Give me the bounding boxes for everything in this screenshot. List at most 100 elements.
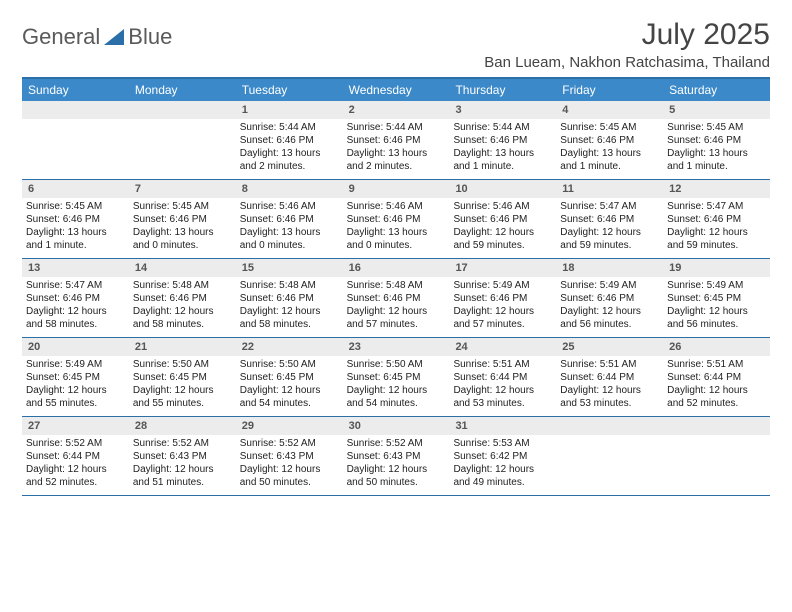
week-row: 6Sunrise: 5:45 AMSunset: 6:46 PMDaylight… [22, 180, 770, 259]
day-header: Thursday [449, 79, 556, 101]
sunset-text: Sunset: 6:46 PM [240, 134, 339, 147]
day-number: 12 [663, 180, 770, 198]
logo: General Blue [22, 24, 172, 50]
daylight-text: Daylight: 13 hours and 1 minute. [667, 147, 766, 173]
day-body: Sunrise: 5:51 AMSunset: 6:44 PMDaylight:… [663, 356, 770, 414]
day-number: 8 [236, 180, 343, 198]
day-number: 27 [22, 417, 129, 435]
day-number-empty [129, 101, 236, 119]
day-number: 11 [556, 180, 663, 198]
day-cell: 16Sunrise: 5:48 AMSunset: 6:46 PMDayligh… [343, 259, 450, 337]
day-cell [663, 417, 770, 495]
sunrise-text: Sunrise: 5:51 AM [560, 358, 659, 371]
day-cell: 29Sunrise: 5:52 AMSunset: 6:43 PMDayligh… [236, 417, 343, 495]
day-cell: 25Sunrise: 5:51 AMSunset: 6:44 PMDayligh… [556, 338, 663, 416]
sunset-text: Sunset: 6:44 PM [26, 450, 125, 463]
day-body: Sunrise: 5:51 AMSunset: 6:44 PMDaylight:… [556, 356, 663, 414]
daylight-text: Daylight: 13 hours and 1 minute. [453, 147, 552, 173]
daylight-text: Daylight: 12 hours and 50 minutes. [240, 463, 339, 489]
sunrise-text: Sunrise: 5:45 AM [26, 200, 125, 213]
daylight-text: Daylight: 13 hours and 1 minute. [560, 147, 659, 173]
daylight-text: Daylight: 12 hours and 51 minutes. [133, 463, 232, 489]
day-cell: 20Sunrise: 5:49 AMSunset: 6:45 PMDayligh… [22, 338, 129, 416]
sunset-text: Sunset: 6:44 PM [560, 371, 659, 384]
day-cell: 11Sunrise: 5:47 AMSunset: 6:46 PMDayligh… [556, 180, 663, 258]
day-cell: 21Sunrise: 5:50 AMSunset: 6:45 PMDayligh… [129, 338, 236, 416]
day-number: 21 [129, 338, 236, 356]
sunrise-text: Sunrise: 5:49 AM [453, 279, 552, 292]
day-number: 31 [449, 417, 556, 435]
day-body: Sunrise: 5:48 AMSunset: 6:46 PMDaylight:… [236, 277, 343, 335]
sunrise-text: Sunrise: 5:44 AM [347, 121, 446, 134]
day-cell: 24 Sunrise: 5:51 AMSunset: 6:44 PMDayligh… [449, 338, 556, 416]
day-cell: 14Sunrise: 5:48 AMSunset: 6:46 PMDayligh… [129, 259, 236, 337]
day-cell: 2Sunrise: 5:44 AMSunset: 6:46 PMDaylight… [343, 101, 450, 179]
day-cell: 3Sunrise: 5:44 AMSunset: 6:46 PMDaylight… [449, 101, 556, 179]
day-cell: 4Sunrise: 5:45 AMSunset: 6:46 PMDaylight… [556, 101, 663, 179]
day-number: 7 [129, 180, 236, 198]
day-cell: 23Sunrise: 5:50 AMSunset: 6:45 PMDayligh… [343, 338, 450, 416]
day-body: Sunrise: 5:52 AMSunset: 6:43 PMDaylight:… [343, 435, 450, 493]
daylight-text: Daylight: 12 hours and 54 minutes. [240, 384, 339, 410]
day-body: Sunrise: 5:50 AMSunset: 6:45 PMDaylight:… [129, 356, 236, 414]
day-number: 28 [129, 417, 236, 435]
day-body: Sunrise: 5:52 AMSunset: 6:44 PMDaylight:… [22, 435, 129, 493]
week-row: 27Sunrise: 5:52 AMSunset: 6:44 PMDayligh… [22, 417, 770, 496]
sunrise-text: Sunrise: 5:46 AM [240, 200, 339, 213]
sunset-text: Sunset: 6:46 PM [347, 292, 446, 305]
sunset-text: Sunset: 6:44 PM [453, 371, 552, 384]
daylight-text: Daylight: 12 hours and 53 minutes. [453, 384, 552, 410]
day-number: 23 [343, 338, 450, 356]
day-number: 18 [556, 259, 663, 277]
weeks-container: 1Sunrise: 5:44 AMSunset: 6:46 PMDaylight… [22, 101, 770, 496]
sunset-text: Sunset: 6:42 PM [453, 450, 552, 463]
day-body: Sunrise: 5:49 AMSunset: 6:46 PMDaylight:… [556, 277, 663, 335]
sunset-text: Sunset: 6:46 PM [133, 292, 232, 305]
day-number: 10 [449, 180, 556, 198]
day-body: Sunrise: 5:50 AMSunset: 6:45 PMDaylight:… [236, 356, 343, 414]
day-number: 26 [663, 338, 770, 356]
day-cell: 12Sunrise: 5:47 AMSunset: 6:46 PMDayligh… [663, 180, 770, 258]
day-body: Sunrise: 5:49 AMSunset: 6:45 PMDaylight:… [22, 356, 129, 414]
sunrise-text: Sunrise: 5:50 AM [133, 358, 232, 371]
sunrise-text: Sunrise: 5:52 AM [26, 437, 125, 450]
day-cell: 28Sunrise: 5:52 AMSunset: 6:43 PMDayligh… [129, 417, 236, 495]
sunrise-text: Sunrise: 5:47 AM [26, 279, 125, 292]
day-cell: 13Sunrise: 5:47 AMSunset: 6:46 PMDayligh… [22, 259, 129, 337]
day-body: Sunrise: 5:49 AMSunset: 6:45 PMDaylight:… [663, 277, 770, 335]
location: Ban Lueam, Nakhon Ratchasima, Thailand [484, 54, 770, 71]
sunrise-text: Sunrise: 5:49 AM [26, 358, 125, 371]
daylight-text: Daylight: 12 hours and 49 minutes. [453, 463, 552, 489]
month-title: July 2025 [484, 18, 770, 52]
daylight-text: Daylight: 12 hours and 59 minutes. [560, 226, 659, 252]
sunset-text: Sunset: 6:43 PM [133, 450, 232, 463]
day-number: 30 [343, 417, 450, 435]
sunrise-text: Sunrise: 5:48 AM [240, 279, 339, 292]
day-number: 20 [22, 338, 129, 356]
daylight-text: Daylight: 12 hours and 52 minutes. [26, 463, 125, 489]
day-body: Sunrise: 5:46 AMSunset: 6:46 PMDaylight:… [343, 198, 450, 256]
daylight-text: Daylight: 12 hours and 59 minutes. [667, 226, 766, 252]
day-body: Sunrise: 5:45 AMSunset: 6:46 PMDaylight:… [129, 198, 236, 256]
sunset-text: Sunset: 6:46 PM [453, 213, 552, 226]
day-cell: 26Sunrise: 5:51 AMSunset: 6:44 PMDayligh… [663, 338, 770, 416]
day-body: Sunrise: 5:49 AMSunset: 6:46 PMDaylight:… [449, 277, 556, 335]
day-cell: 15Sunrise: 5:48 AMSunset: 6:46 PMDayligh… [236, 259, 343, 337]
daylight-text: Daylight: 13 hours and 1 minute. [26, 226, 125, 252]
day-cell: 7Sunrise: 5:45 AMSunset: 6:46 PMDaylight… [129, 180, 236, 258]
daylight-text: Daylight: 12 hours and 57 minutes. [347, 305, 446, 331]
sunrise-text: Sunrise: 5:51 AM [453, 358, 552, 371]
sunrise-text: Sunrise: 5:48 AM [133, 279, 232, 292]
day-number: 24 [449, 338, 556, 356]
sunset-text: Sunset: 6:43 PM [347, 450, 446, 463]
day-cell: 5Sunrise: 5:45 AMSunset: 6:46 PMDaylight… [663, 101, 770, 179]
sunrise-text: Sunrise: 5:47 AM [560, 200, 659, 213]
day-number: 17 [449, 259, 556, 277]
daylight-text: Daylight: 13 hours and 2 minutes. [347, 147, 446, 173]
day-body: Sunrise: 5:47 AMSunset: 6:46 PMDaylight:… [22, 277, 129, 335]
day-number: 29 [236, 417, 343, 435]
day-body: Sunrise: 5:46 AMSunset: 6:46 PMDaylight:… [449, 198, 556, 256]
sunrise-text: Sunrise: 5:46 AM [453, 200, 552, 213]
day-number: 5 [663, 101, 770, 119]
daylight-text: Daylight: 12 hours and 50 minutes. [347, 463, 446, 489]
